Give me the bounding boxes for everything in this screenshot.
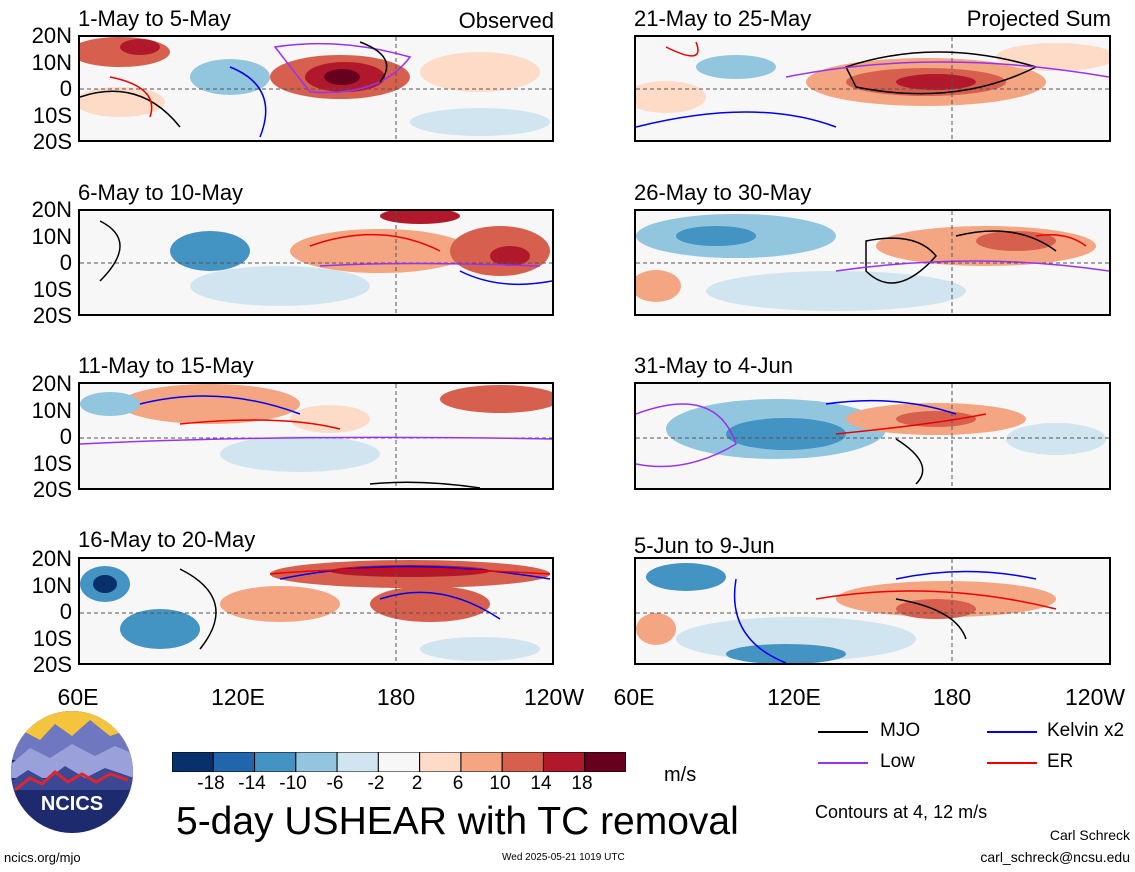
- legend-label: MJO: [880, 720, 921, 741]
- lat-label: 20S: [32, 303, 72, 328]
- lat-label: 20N: [31, 197, 72, 222]
- map-plot: [634, 382, 1111, 490]
- colorbar-tick: -2: [367, 773, 385, 794]
- legend-label: Low: [880, 751, 915, 772]
- panel-title: 11-May to 15-May: [78, 353, 254, 378]
- lat-label: 20N: [31, 546, 72, 571]
- lat-label: 20S: [32, 477, 72, 502]
- colorbar-swatch: [377, 751, 421, 773]
- lat-label: 20N: [31, 23, 72, 48]
- legend-swatch-low: [818, 762, 868, 764]
- colorbar-unit: m/s: [664, 764, 697, 786]
- colorbar-tick: -14: [238, 773, 266, 794]
- colorbar-swatch: [501, 751, 544, 773]
- colorbar-swatch: [254, 751, 297, 773]
- logo-text: NCICS: [41, 793, 103, 815]
- map-plot: [634, 557, 1111, 665]
- lat-label: 10N: [31, 224, 72, 249]
- colorbar-tick: 14: [530, 773, 552, 794]
- colorbar-swatch: [460, 751, 503, 773]
- lat-label: 0: [59, 250, 72, 275]
- lat-label: 10N: [31, 573, 72, 598]
- lat-label: 0: [59, 76, 72, 101]
- map-plot: [634, 209, 1111, 316]
- map-plot: [78, 209, 554, 316]
- map-plot: [634, 35, 1111, 142]
- lon-label: 120E: [211, 684, 265, 710]
- author-name: Carl Schreck: [1049, 827, 1130, 843]
- colorbar-tick: 6: [452, 773, 464, 794]
- panel-title: 5-Jun to 9-Jun: [634, 533, 775, 558]
- lat-label: 20S: [32, 129, 72, 154]
- map-plot: [78, 35, 554, 142]
- colorbar-swatch: [171, 751, 214, 773]
- lat-label: 10S: [32, 103, 72, 128]
- map-plot: [78, 557, 554, 665]
- timestamp: Wed 2025-05-21 1019 UTC: [502, 852, 625, 863]
- colorbar-swatch: [584, 751, 627, 773]
- legend-label: Kelvin x2: [1047, 720, 1125, 741]
- lat-label: 10S: [32, 277, 72, 302]
- lon-label: 180: [932, 684, 972, 710]
- legend-swatch-mjo: [818, 731, 868, 733]
- panel-title: 6-May to 10-May: [78, 180, 244, 205]
- panel-tag: Projected Sum: [966, 6, 1111, 31]
- legend-swatch-kelvin: [987, 731, 1037, 733]
- lon-label: 120E: [767, 684, 821, 710]
- colorbar-tick: -18: [197, 773, 225, 794]
- contours-note: Contours at 4, 12 m/s: [815, 802, 988, 822]
- colorbar-swatches: [171, 751, 627, 773]
- lat-label: 10N: [31, 50, 72, 75]
- lat-label: 0: [59, 599, 72, 624]
- main-title: 5-day USHEAR with TC removal: [176, 800, 739, 843]
- legend-label: ER: [1047, 751, 1074, 772]
- author-email[interactable]: carl_schreck@ncsu.edu: [980, 849, 1130, 865]
- colorbar-tick: -10: [279, 773, 307, 794]
- colorbar: [171, 751, 627, 773]
- lon-label: 120W: [523, 684, 585, 710]
- colorbar-swatch: [542, 751, 586, 773]
- colorbar-tick: 2: [411, 773, 423, 794]
- lon-label: 60E: [613, 684, 655, 710]
- lat-label: 10N: [31, 398, 72, 423]
- lat-label: 10S: [32, 451, 72, 476]
- lon-label: 60E: [57, 684, 99, 710]
- panel-title: 26-May to 30-May: [634, 180, 812, 205]
- lat-label: 20S: [32, 652, 72, 677]
- colorbar-tick: 18: [571, 773, 593, 794]
- ncics-logo: NCICS: [10, 710, 134, 834]
- panel-title: 1-May to 5-May: [78, 6, 231, 31]
- lon-label: 120W: [1065, 684, 1126, 710]
- colorbar-swatch: [212, 751, 256, 773]
- lat-label: 0: [59, 424, 72, 449]
- panel-tag: Observed: [458, 8, 554, 33]
- colorbar-swatch: [295, 751, 338, 773]
- panel-title: 31-May to 4-Jun: [634, 353, 793, 378]
- lat-label: 10S: [32, 626, 72, 651]
- colorbar-tick: -6: [326, 773, 344, 794]
- colorbar-swatch: [419, 751, 462, 773]
- lon-label: 180: [376, 684, 416, 710]
- colorbar-tick: 10: [489, 773, 511, 794]
- panel-title: 21-May to 25-May: [634, 6, 812, 31]
- legend-swatch-er: [987, 762, 1037, 764]
- panel-title: 16-May to 20-May: [78, 527, 256, 552]
- site-link[interactable]: ncics.org/mjo: [4, 850, 81, 865]
- lat-label: 20N: [31, 371, 72, 396]
- colorbar-swatch: [336, 751, 379, 773]
- map-plot: [78, 382, 554, 490]
